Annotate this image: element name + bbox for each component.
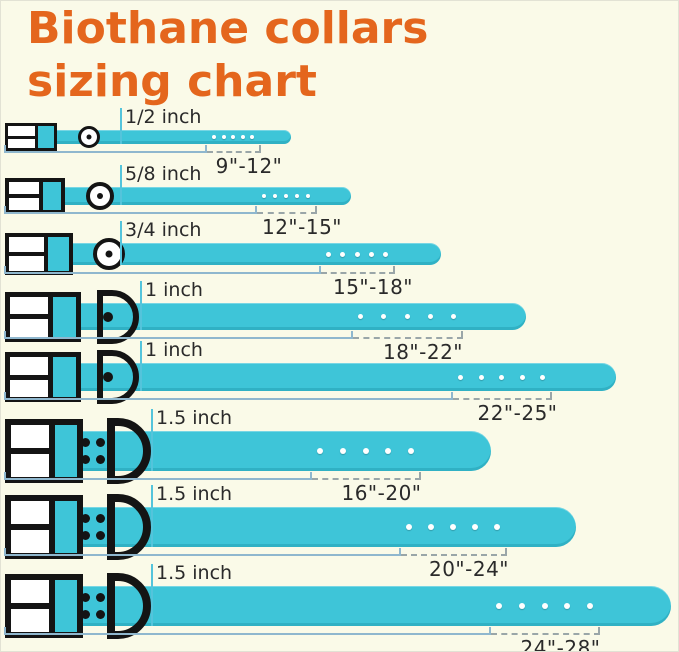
adjustable-range-dashes	[257, 206, 317, 214]
neck-size-label: 15"-18"	[332, 275, 413, 299]
buckle-frame-icon	[5, 495, 83, 559]
adjustable-range-dashes	[491, 627, 600, 635]
neck-size-label: 18"-22"	[382, 340, 463, 364]
length-measure-line	[4, 548, 401, 556]
buckle-pin-icon	[103, 372, 113, 382]
adjustment-holes	[358, 314, 456, 319]
width-measure-tick	[140, 281, 142, 330]
adjustable-range-dashes	[312, 472, 421, 480]
collar-strap	[9, 303, 526, 330]
length-measure-line	[4, 627, 491, 635]
length-measure-line	[4, 206, 257, 214]
buckle-ring-icon	[78, 126, 100, 148]
buckle-frame-icon	[5, 419, 83, 483]
buckle-ring-icon	[86, 182, 114, 210]
length-measure-line	[4, 145, 207, 153]
adjustment-holes	[317, 448, 414, 454]
rivets-icon	[81, 438, 105, 464]
adjustable-range-dashes	[321, 266, 395, 274]
width-measure-tick	[140, 341, 142, 391]
page-title-line1: Biothane collars	[27, 3, 429, 54]
adjustment-holes	[212, 135, 254, 139]
adjustable-range-dashes	[401, 548, 507, 556]
adjustable-range-dashes	[353, 331, 463, 339]
adjustable-range-dashes	[207, 145, 261, 153]
neck-size-label: 16"-20"	[341, 481, 422, 505]
buckle-d-ring-icon	[97, 350, 139, 404]
length-measure-line	[4, 392, 453, 400]
neck-size-label: 20"-24"	[428, 557, 509, 581]
width-measure-tick	[151, 485, 153, 547]
width-label: 1.5 inch	[156, 483, 233, 505]
buckle-frame-icon	[5, 291, 81, 342]
neck-size-label: 12"-15"	[261, 215, 342, 239]
collar-strap	[9, 507, 576, 547]
width-label: 3/4 inch	[125, 219, 202, 241]
page-title: Biothane collars sizing chart	[27, 3, 428, 109]
width-measure-tick	[120, 108, 122, 144]
width-label: 1.5 inch	[156, 562, 233, 584]
width-measure-tick	[151, 409, 153, 471]
length-measure-line	[4, 472, 312, 480]
adjustment-holes	[458, 374, 545, 380]
width-label: 1.5 inch	[156, 407, 233, 429]
buckle-d-ring-icon	[97, 289, 139, 344]
buckle-d-ring-icon	[107, 573, 151, 639]
length-measure-line	[4, 266, 321, 274]
buckle-d-ring-icon	[107, 494, 151, 560]
rivets-icon	[81, 514, 105, 540]
page-title-line2: sizing chart	[27, 55, 317, 107]
width-measure-tick	[120, 221, 122, 265]
width-label: 1 inch	[145, 339, 203, 361]
buckle-frame-icon	[5, 574, 83, 638]
buckle-frame-icon	[5, 123, 57, 151]
width-measure-tick	[120, 165, 122, 205]
adjustment-holes	[496, 603, 593, 609]
adjustable-range-dashes	[453, 392, 552, 400]
adjustment-holes	[262, 194, 310, 198]
width-label: 5/8 inch	[125, 163, 202, 185]
rivets-icon	[81, 593, 105, 619]
buckle-ring-icon	[93, 238, 125, 270]
buckle-frame-icon	[5, 178, 65, 214]
width-label: 1/2 inch	[125, 106, 202, 128]
neck-size-label: 22"-25"	[477, 401, 558, 425]
neck-size-label: 9"-12"	[215, 154, 283, 178]
width-label: 1 inch	[145, 279, 203, 301]
width-measure-tick	[151, 564, 153, 626]
buckle-d-ring-icon	[107, 418, 151, 484]
adjustment-holes	[326, 251, 388, 257]
buckle-pin-icon	[103, 311, 113, 322]
adjustment-holes	[406, 524, 500, 530]
buckle-frame-icon	[5, 352, 81, 402]
length-measure-line	[4, 331, 353, 339]
neck-size-label: 24"-28"	[520, 636, 601, 652]
